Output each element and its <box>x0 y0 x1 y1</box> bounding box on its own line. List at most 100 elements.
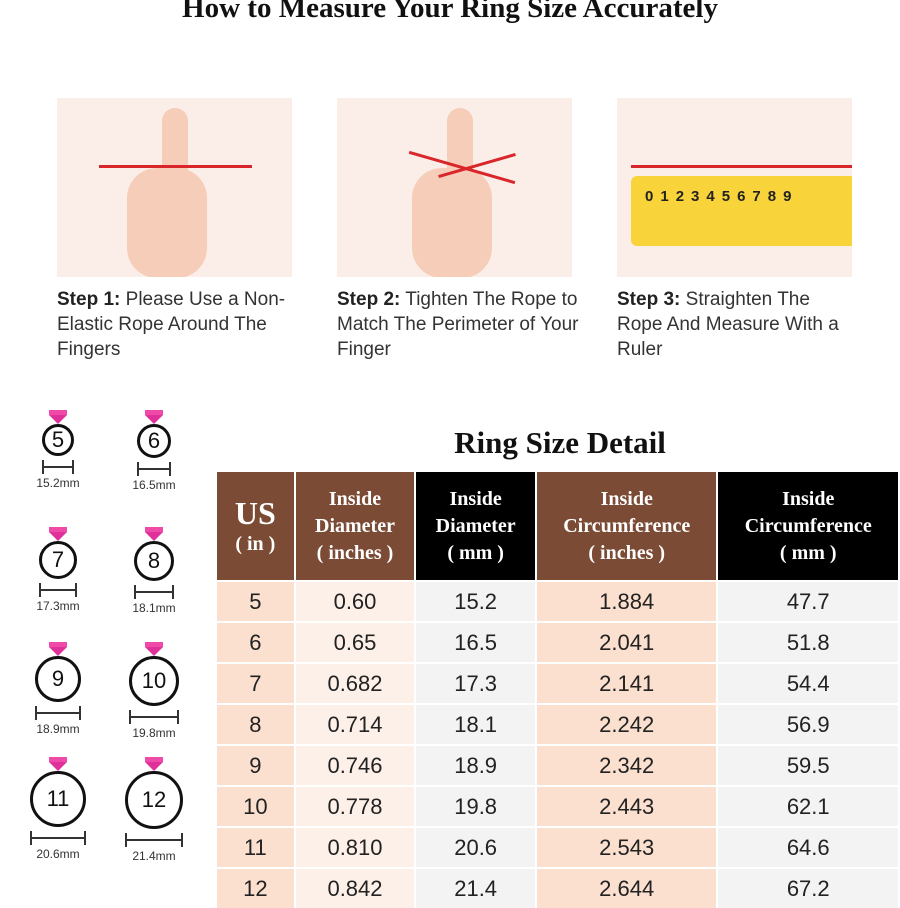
table-cell: 0.746 <box>295 744 415 785</box>
table-cell: 2.443 <box>536 785 717 826</box>
table-cell: 0.60 <box>295 580 415 621</box>
table-cell: 12 <box>217 867 294 908</box>
table-cell: 0.810 <box>295 826 415 867</box>
table-cell: 56.9 <box>718 703 898 744</box>
table-row: 6 0.65 16.5 2.041 51.8 <box>217 621 898 662</box>
table-cell: 11 <box>217 826 294 867</box>
column-header-0: US( in ) <box>217 472 294 580</box>
diameter-bar <box>125 833 183 847</box>
table-cell: 2.141 <box>536 662 717 703</box>
table-cell: 47.7 <box>718 580 898 621</box>
ring-diameter-label: 18.1mm <box>132 601 176 615</box>
gem-icon <box>145 642 163 656</box>
ring-circle: 11 <box>30 771 86 827</box>
header-line: ( mm ) <box>779 541 837 564</box>
diameter-bar <box>137 462 171 476</box>
step-1-text: Step 1: Please Use a Non-Elastic Rope Ar… <box>57 289 286 360</box>
gem-icon <box>145 410 163 424</box>
ring-diameter-label: 19.8mm <box>132 726 176 740</box>
ring-icon-7: 7 17.3mm <box>18 527 98 613</box>
ring-circle: 5 <box>42 424 74 456</box>
header-line: ( mm ) <box>447 541 504 564</box>
header-line: Inside <box>328 487 382 510</box>
step-1-image <box>57 98 292 277</box>
table-row: 12 0.842 21.4 2.644 67.2 <box>217 867 898 908</box>
diameter-bar <box>134 585 174 599</box>
table-cell: 2.242 <box>536 703 717 744</box>
ring-icon-12: 12 21.4mm <box>114 757 194 863</box>
header-line: Circumference <box>744 514 872 537</box>
gem-icon <box>49 410 67 424</box>
table-cell: 6 <box>217 621 294 662</box>
ring-diameter-label: 21.4mm <box>132 849 176 863</box>
ring-icon-11: 11 20.6mm <box>18 757 98 861</box>
ring-circle: 10 <box>129 656 179 706</box>
table-cell: 67.2 <box>718 867 898 908</box>
ring-icon-5: 5 15.2mm <box>18 410 98 490</box>
header-line: ( in ) <box>235 532 276 555</box>
table-cell: 0.842 <box>295 867 415 908</box>
page-title: How to Measure Your Ring Size Accurately <box>182 0 718 24</box>
header-line: Inside <box>600 487 653 510</box>
step-2-text: Step 2: Tighten The Rope to Match The Pe… <box>337 289 579 360</box>
header-line: Diameter <box>315 514 395 537</box>
table-cell: 10 <box>217 785 294 826</box>
table-cell: 9 <box>217 744 294 785</box>
table-cell: 51.8 <box>718 621 898 662</box>
ring-circle: 6 <box>137 424 171 458</box>
ring-diameter-label: 17.3mm <box>36 599 80 613</box>
table-cell: 2.342 <box>536 744 717 785</box>
table-row: 11 0.810 20.6 2.543 64.6 <box>217 826 898 867</box>
gem-icon <box>49 527 67 541</box>
table-cell: 2.543 <box>536 826 717 867</box>
table-cell: 64.6 <box>718 826 898 867</box>
header-line: Inside <box>449 487 502 510</box>
table-cell: 2.041 <box>536 621 717 662</box>
gem-icon <box>145 757 163 771</box>
ring-diameter-label: 16.5mm <box>132 478 176 492</box>
ring-diameter-label: 15.2mm <box>36 476 80 490</box>
header-line: US <box>234 494 276 531</box>
ring-diameter-label: 18.9mm <box>36 722 80 736</box>
table-cell: 20.6 <box>416 826 535 867</box>
column-header-2: Inside Diameter ( mm ) <box>416 472 535 580</box>
table-cell: 7 <box>217 662 294 703</box>
ring-circle: 8 <box>134 541 174 581</box>
step-3-text: Step 3: Straighten The Rope And Measure … <box>617 289 839 360</box>
table-cell: 18.9 <box>416 744 535 785</box>
table-cell: 0.682 <box>295 662 415 703</box>
column-header-1: Inside Diameter ( inches ) <box>295 472 415 580</box>
diameter-bar <box>30 831 86 845</box>
table-row: 10 0.778 19.8 2.443 62.1 <box>217 785 898 826</box>
header-line: Circumference <box>563 514 691 537</box>
header-line: Inside <box>782 487 835 510</box>
gem-icon <box>145 527 163 541</box>
table-cell: 2.644 <box>536 867 717 908</box>
column-header-4: Inside Circumference ( mm ) <box>718 472 898 580</box>
header-line: Diameter <box>435 514 516 537</box>
ring-icon-8: 8 18.1mm <box>114 527 194 615</box>
table-title: Ring Size Detail <box>454 425 666 460</box>
ring-circle: 9 <box>35 656 81 702</box>
diameter-bar <box>129 710 179 724</box>
diameter-bar <box>42 460 74 474</box>
table-cell: 5 <box>217 580 294 621</box>
table-cell: 19.8 <box>416 785 535 826</box>
header-line: ( inches ) <box>316 541 394 564</box>
ring-icon-6: 6 16.5mm <box>114 410 194 492</box>
table-cell: 0.65 <box>295 621 415 662</box>
table-cell: 16.5 <box>416 621 535 662</box>
table-cell: 18.1 <box>416 703 535 744</box>
table-row: 5 0.60 15.2 1.884 47.7 <box>217 580 898 621</box>
ring-diameter-label: 20.6mm <box>36 847 80 861</box>
diameter-bar <box>39 583 77 597</box>
table-cell: 62.1 <box>718 785 898 826</box>
header-line: ( inches ) <box>588 541 666 564</box>
ring-circle: 7 <box>39 541 77 579</box>
ring-size-table: US( in ) Inside Diameter ( inches ) Inside Di… <box>215 472 900 908</box>
gem-icon <box>49 757 67 771</box>
table-cell: 21.4 <box>416 867 535 908</box>
table-row: 7 0.682 17.3 2.141 54.4 <box>217 662 898 703</box>
